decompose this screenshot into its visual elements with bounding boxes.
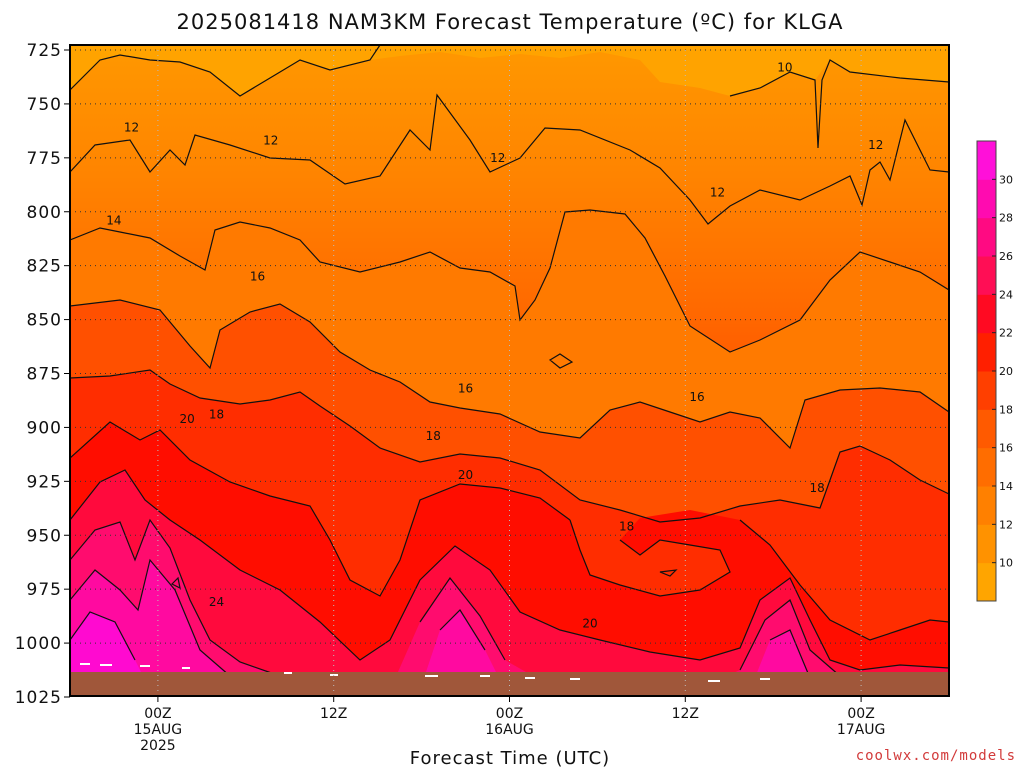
contour-label: 18 [810, 481, 825, 495]
x-tick-label: 15AUG [134, 722, 183, 738]
y-tick-label: 725 [27, 41, 62, 61]
contour-label: 20 [582, 617, 597, 631]
contour-label: 20 [458, 468, 473, 482]
y-axis: 725 750 775 800 825 850 875 900 925 950 975 1000 102… [15, 41, 70, 708]
colorbar-label: 10 [999, 557, 1013, 570]
colorbar-swatch [977, 332, 996, 372]
contour-label: 18 [426, 429, 441, 443]
chart-title: 2025081418 NAM3KM Forecast Temperature (… [177, 10, 844, 34]
y-tick-label: 1000 [15, 634, 62, 654]
contour-label: 10 [777, 60, 792, 74]
colorbar-label: 18 [999, 403, 1013, 416]
x-tick-label: 00Z [144, 706, 171, 722]
colorbar-swatch [977, 371, 996, 410]
colorbar-swatch [977, 179, 996, 219]
colorbar: 10 12 14 16 18 20 22 24 26 28 30 [976, 140, 1013, 602]
y-tick-label: 775 [27, 149, 62, 169]
x-tick-label: 00Z [496, 706, 523, 722]
colorbar-swatch [977, 562, 996, 602]
colorbar-label: 30 [999, 173, 1013, 186]
x-tick-label: 16AUG [485, 722, 534, 738]
x-tick-label: 00Z [847, 706, 874, 722]
colorbar-label: 20 [999, 365, 1013, 378]
band-10c [70, 45, 949, 96]
y-tick-label: 925 [27, 472, 62, 492]
colorbar-label: 24 [999, 288, 1013, 301]
colorbar-swatch [977, 409, 996, 449]
y-tick-label: 1025 [15, 688, 62, 708]
contour-label: 12 [710, 185, 725, 199]
y-tick-label: 750 [27, 95, 62, 115]
contour-label: 18 [209, 407, 224, 421]
colorbar-swatch [977, 447, 996, 487]
x-tick-label: 12Z [672, 706, 699, 722]
x-tick-label: 17AUG [837, 722, 886, 738]
colorbar-swatch [977, 256, 996, 295]
contour-label: 20 [180, 412, 195, 426]
grid-lines [70, 45, 949, 696]
contour-label: 14 [106, 213, 121, 227]
colorbar-swatch [977, 217, 996, 257]
contour-lines [70, 45, 949, 691]
y-tick-label: 950 [27, 526, 62, 546]
band-22c [70, 470, 949, 696]
colorbar-label: 28 [999, 212, 1013, 225]
colorbar-label: 12 [999, 518, 1013, 531]
contour-label: 12 [263, 134, 278, 148]
x-tick-label: 2025 [140, 738, 176, 754]
y-tick-label: 975 [27, 580, 62, 600]
colorbar-swatch [977, 524, 996, 564]
colorbar-swatch [977, 486, 996, 525]
colorbar-swatch [977, 141, 996, 180]
y-tick-label: 875 [27, 365, 62, 385]
contour-label: 16 [689, 390, 704, 404]
colorbar-swatch [977, 294, 996, 334]
colorbar-label: 16 [999, 442, 1013, 455]
y-tick-label: 900 [27, 418, 62, 438]
y-tick-label: 800 [27, 203, 62, 223]
x-axis-label: Forecast Time (UTC) [410, 748, 610, 768]
contour-label: 24 [209, 595, 224, 609]
contour-label: 12 [124, 121, 139, 135]
credit-text: coolwx.com/models [856, 748, 1016, 764]
colorbar-label: 26 [999, 250, 1013, 263]
x-tick-label: 12Z [320, 706, 347, 722]
contour-label: 18 [619, 520, 634, 534]
colorbar-label: 14 [999, 480, 1013, 493]
y-tick-label: 850 [27, 311, 62, 331]
contour-label: 12 [868, 138, 883, 152]
colorbar-label: 22 [999, 327, 1013, 340]
y-tick-label: 825 [27, 257, 62, 277]
contour-label: 16 [458, 382, 473, 396]
band-28c [70, 612, 150, 690]
contour-label: 16 [250, 269, 265, 283]
contour-label: 12 [490, 151, 505, 165]
contour-labels: 10 12 12 12 12 12 14 16 16 16 18 18 18 18 20 20 20 24 [106, 60, 883, 630]
